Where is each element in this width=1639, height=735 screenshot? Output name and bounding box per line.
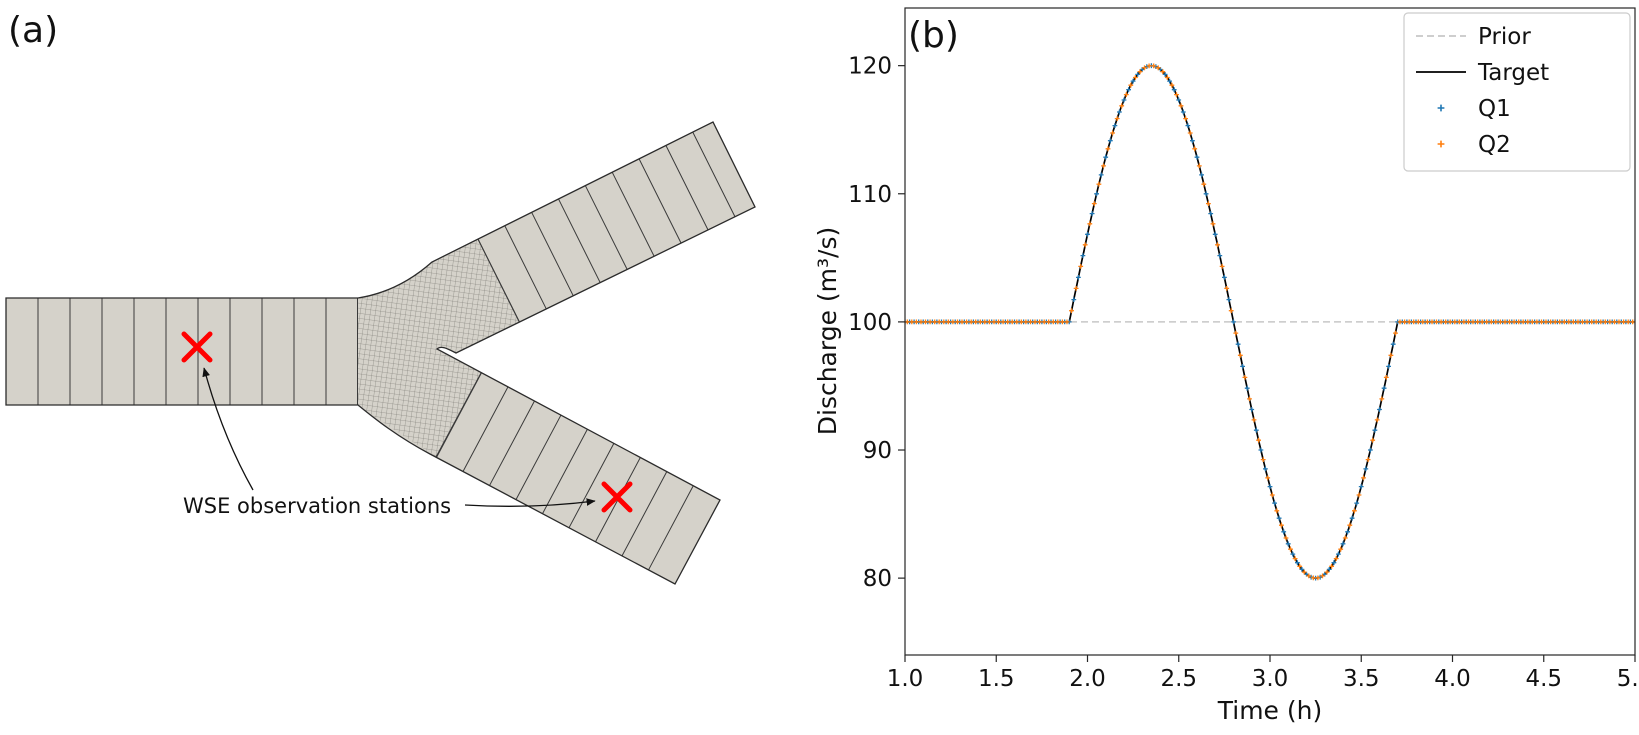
legend-label-q2: Q2 <box>1478 132 1511 158</box>
x-tick-label: 2.5 <box>1160 666 1197 692</box>
x-marker-icon <box>601 481 633 513</box>
y-tick-label: 90 <box>863 438 892 464</box>
x-tick-label: 3.5 <box>1343 666 1380 692</box>
x-tick-label: 1.0 <box>887 666 924 692</box>
x-tick-label: 2.0 <box>1069 666 1106 692</box>
axes-frame <box>904 7 1636 656</box>
legend-label-target: Target <box>1477 60 1549 86</box>
legend-box <box>1403 12 1631 172</box>
panel-b: 1.0 1.5 2.0 2.5 3.0 3.5 4.0 4.5 5.0 80 90 100 110 120… <box>813 7 1639 725</box>
series-q2 <box>905 63 1635 581</box>
annotation-arrow-right <box>464 498 596 507</box>
axes: 1.0 1.5 2.0 2.5 3.0 3.5 4.0 4.5 5.0 80 90 100 110 120 <box>848 7 1639 692</box>
wse-station-marker <box>181 331 213 363</box>
x-axis-label: Time (h) <box>1217 696 1322 725</box>
legend-sample-q1 <box>1437 104 1445 112</box>
panel-a: WSE observation stations (a) <box>5 10 756 585</box>
y-axis-label: Discharge (m³/s) <box>813 227 842 436</box>
legend: Prior Target Q1 Q2 <box>1403 12 1631 172</box>
x-tick-label: 1.5 <box>978 666 1015 692</box>
legend-sample-q2 <box>1437 140 1445 148</box>
x-marker-icon <box>181 331 213 363</box>
panel-a-label: (a) <box>8 10 58 51</box>
panel-b-label: (b) <box>908 15 959 56</box>
x-tick-label: 3.0 <box>1252 666 1289 692</box>
plot-series <box>905 63 1635 581</box>
legend-label-q1: Q1 <box>1478 96 1511 122</box>
y-tick-label: 100 <box>848 310 892 336</box>
annotation-label: WSE observation stations <box>183 494 451 518</box>
x-tick-label: 4.0 <box>1434 666 1471 692</box>
x-tick-label: 4.5 <box>1525 666 1562 692</box>
y-tick-label: 120 <box>848 54 892 80</box>
y-tick-label: 80 <box>863 566 892 592</box>
wse-station-marker <box>601 481 633 513</box>
x-tick-label: 5.0 <box>1617 666 1639 692</box>
y-tick-label: 110 <box>848 182 892 208</box>
channel-outline <box>5 121 756 585</box>
annotation-arrow-left <box>202 367 254 491</box>
legend-label-prior: Prior <box>1478 24 1531 50</box>
junction-boundaries <box>357 238 521 458</box>
